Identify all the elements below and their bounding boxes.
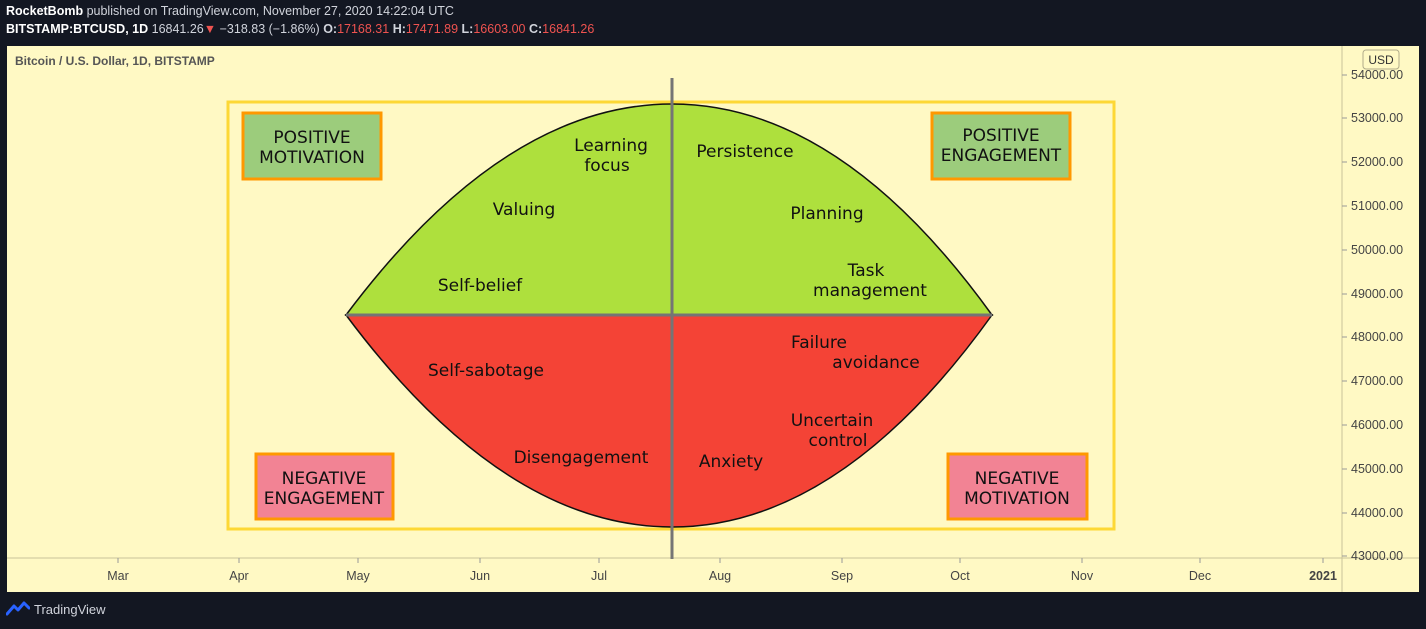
word-learning-focus-1: Learning <box>574 136 648 156</box>
word-self-sabotage: Self-sabotage <box>428 361 544 381</box>
x-tick-label: Jul <box>591 569 607 583</box>
y-tick: 52000.00 <box>1342 155 1403 169</box>
y-tick: 44000.00 <box>1342 506 1403 520</box>
word-persistence: Persistence <box>696 142 793 162</box>
price-change: −318.83 (−1.86%) <box>219 22 320 36</box>
label-negative-engagement: NEGATIVE ENGAGEMENT <box>254 452 395 521</box>
y-tick-label: 50000.00 <box>1351 243 1403 257</box>
author-name[interactable]: RocketBomb <box>6 4 84 18</box>
tradingview-brand: TradingView <box>34 601 106 617</box>
x-tick-label: Nov <box>1071 569 1094 583</box>
y-tick: 45000.00 <box>1342 462 1403 476</box>
word-valuing: Valuing <box>493 200 556 220</box>
published-text: published on TradingView.com, November 2… <box>86 4 454 18</box>
word-disengagement: Disengagement <box>514 448 649 468</box>
x-tick-label: May <box>346 569 370 583</box>
word-failure-avoidance-2: avoidance <box>832 353 919 373</box>
high-value: 17471.89 <box>405 22 459 36</box>
y-tick-label: 52000.00 <box>1351 155 1403 169</box>
label-positive-motivation: POSITIVE MOTIVATION <box>241 111 383 181</box>
x-tick: May <box>346 558 371 583</box>
x-tick-label: Jun <box>470 569 490 583</box>
svg-text:POSITIVE: POSITIVE <box>962 126 1039 146</box>
y-tick: 46000.00 <box>1342 418 1403 432</box>
tradingview-logo-icon <box>6 601 30 616</box>
x-tick: Jun <box>470 558 490 583</box>
word-planning: Planning <box>790 204 863 224</box>
word-task-management-1: Task <box>847 261 885 281</box>
close-value: 16841.26 <box>542 22 595 36</box>
open-value: 17168.31 <box>337 22 390 36</box>
y-tick-label: 47000.00 <box>1351 374 1403 388</box>
currency-badge[interactable] <box>1362 49 1400 70</box>
svg-text:MOTIVATION: MOTIVATION <box>259 148 365 168</box>
y-tick-label: 48000.00 <box>1351 330 1403 344</box>
svg-text:NEGATIVE: NEGATIVE <box>975 469 1060 489</box>
x-tick-label: Oct <box>950 569 970 583</box>
time-axis[interactable]: Mar Apr May Jun Jul Aug Sep Oct Nov Dec … <box>107 558 1337 583</box>
x-tick: Mar <box>107 558 129 583</box>
x-tick: Aug <box>709 558 731 583</box>
symbol-info-bar: BITSTAMP:BTCUSD, 1D 16841.26▼ −318.83 (−… <box>6 22 595 36</box>
word-failure-avoidance-1: Failure <box>791 333 847 353</box>
x-tick-label: Aug <box>709 569 731 583</box>
y-tick: 47000.00 <box>1342 374 1403 388</box>
y-tick: 49000.00 <box>1342 287 1403 301</box>
x-tick-label: Dec <box>1189 569 1211 583</box>
x-tick: 2021 <box>1309 558 1337 583</box>
y-tick-label: 45000.00 <box>1351 462 1403 476</box>
y-tick-label: 53000.00 <box>1351 111 1403 125</box>
x-tick-label: Sep <box>831 569 853 583</box>
y-tick-label: 49000.00 <box>1351 287 1403 301</box>
word-uncertain-control-1: Uncertain <box>791 411 874 431</box>
label-negative-motivation: NEGATIVE MOTIVATION <box>946 452 1089 521</box>
motivation-engagement-diagram: POSITIVE MOTIVATION POSITIVE ENGAGEMENT … <box>226 78 1116 559</box>
x-tick: Dec <box>1189 558 1211 583</box>
price-axis[interactable]: 54000.00 53000.00 52000.00 51000.00 5000… <box>1342 68 1403 563</box>
word-anxiety: Anxiety <box>699 452 763 472</box>
y-tick-label: 51000.00 <box>1351 199 1403 213</box>
word-learning-focus-2: focus <box>584 156 630 176</box>
word-task-management-2: management <box>813 281 927 301</box>
y-tick-label: 54000.00 <box>1351 68 1403 82</box>
svg-text:ENGAGEMENT: ENGAGEMENT <box>264 489 385 509</box>
svg-text:POSITIVE: POSITIVE <box>273 128 350 148</box>
y-tick-label: 46000.00 <box>1351 418 1403 432</box>
svg-text:ENGAGEMENT: ENGAGEMENT <box>941 146 1062 166</box>
label-positive-engagement: POSITIVE ENGAGEMENT <box>930 111 1072 181</box>
x-tick-label: Apr <box>229 569 248 583</box>
y-tick: 43000.00 <box>1342 549 1403 563</box>
chart-canvas[interactable]: Bitcoin / U.S. Dollar, 1D, BITSTAMP USD … <box>7 46 1419 592</box>
currency-label: USD <box>1368 53 1394 67</box>
down-arrow-icon: ▼ <box>203 22 217 36</box>
x-tick: Jul <box>591 558 607 583</box>
x-tick-label: 2021 <box>1309 569 1337 583</box>
svg-text:MOTIVATION: MOTIVATION <box>964 489 1070 509</box>
last-price: 16841.26 <box>151 22 204 36</box>
symbol-name[interactable]: BITSTAMP:BTCUSD, 1D <box>6 22 149 36</box>
x-tick: Sep <box>831 558 853 583</box>
y-tick: 54000.00 <box>1342 68 1403 82</box>
word-uncertain-control-2: control <box>809 431 868 451</box>
y-tick: 53000.00 <box>1342 111 1403 125</box>
x-tick: Apr <box>229 558 249 583</box>
x-tick: Oct <box>950 558 970 583</box>
x-tick: Nov <box>1071 558 1094 583</box>
y-tick: 48000.00 <box>1342 330 1403 344</box>
y-tick-label: 43000.00 <box>1351 549 1403 563</box>
x-tick-label: Mar <box>107 569 129 583</box>
y-tick: 50000.00 <box>1342 243 1403 257</box>
word-self-belief: Self-belief <box>438 276 523 296</box>
y-tick: 51000.00 <box>1342 199 1403 213</box>
y-tick-label: 44000.00 <box>1351 506 1403 520</box>
low-value: 16603.00 <box>473 22 526 36</box>
chart-legend-title: Bitcoin / U.S. Dollar, 1D, BITSTAMP <box>15 54 215 68</box>
svg-text:NEGATIVE: NEGATIVE <box>282 469 367 489</box>
tradingview-footer[interactable]: TradingView <box>6 601 106 617</box>
publish-info: RocketBomb published on TradingView.com,… <box>6 4 454 18</box>
